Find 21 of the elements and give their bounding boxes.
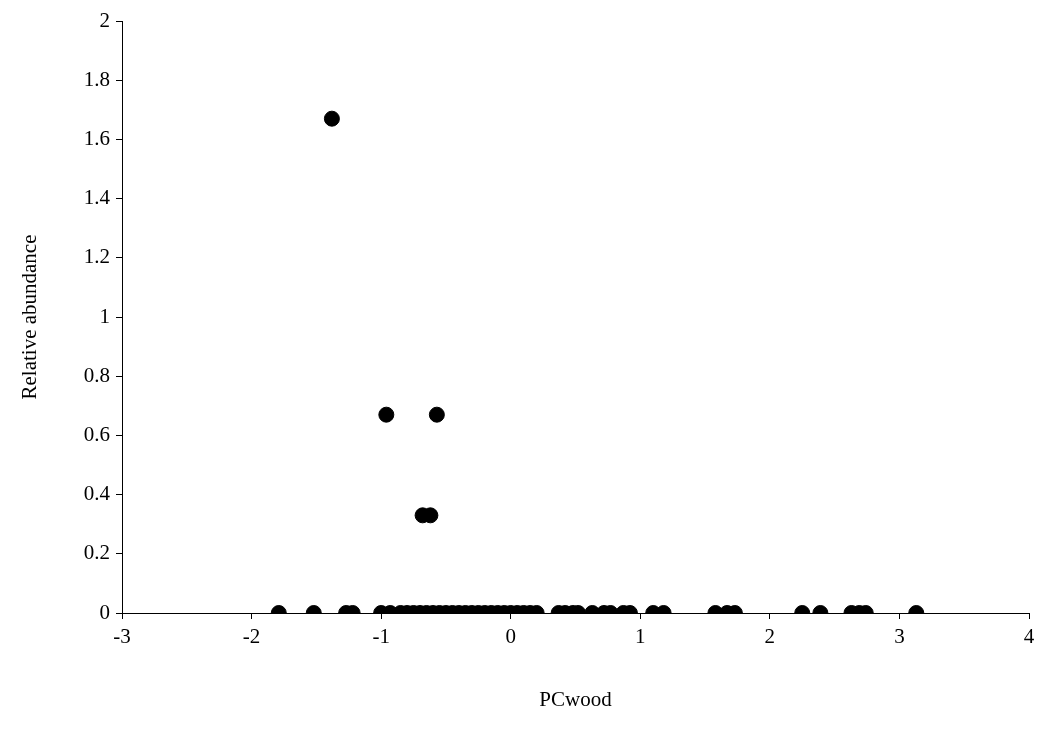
y-axis-title: Relative abundance xyxy=(17,234,42,400)
x-tick-label: 0 xyxy=(505,624,516,649)
x-tick-label: -1 xyxy=(372,624,390,649)
y-tick-label: 1.6 xyxy=(83,125,110,150)
y-tick-label: 1.4 xyxy=(83,185,111,210)
y-tick-label: 0 xyxy=(99,599,110,624)
x-tick-label: -3 xyxy=(113,624,131,649)
y-tick-label: 2 xyxy=(99,7,110,32)
x-axis-title: PCwood xyxy=(539,686,613,711)
y-tick-label: 1 xyxy=(99,303,110,328)
x-tick-label: -2 xyxy=(242,624,261,649)
y-tick-label: 0.4 xyxy=(83,481,111,506)
y-tick-label: 0.8 xyxy=(83,362,110,387)
x-tick-label: 3 xyxy=(894,624,905,649)
y-tick-label: 1.2 xyxy=(83,244,110,269)
y-tick-label: 0.2 xyxy=(83,540,110,565)
x-tick-label: 4 xyxy=(1023,624,1035,649)
y-tick-label: 0.6 xyxy=(83,421,110,446)
x-tick-label: 1 xyxy=(635,624,646,649)
x-tick-label: 2 xyxy=(764,624,776,649)
y-tick-label: 1.8 xyxy=(83,66,110,91)
